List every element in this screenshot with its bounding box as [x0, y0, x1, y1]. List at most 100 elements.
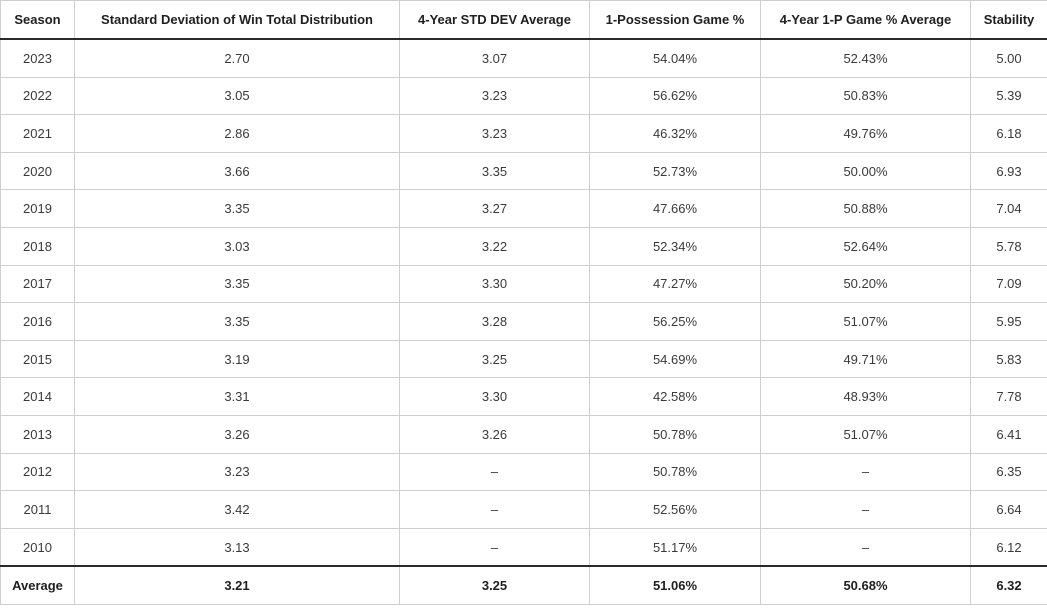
cell-4yr-1p-pct-avg: 52.43%: [760, 38, 971, 78]
cell-1-possession-pct: 52.73%: [589, 151, 761, 191]
average-1-possession-pct: 51.06%: [589, 565, 761, 606]
cell-4yr-std-dev-avg: 3.28: [399, 302, 590, 341]
cell-std-dev: 3.35: [74, 189, 400, 228]
cell-season: 2023: [0, 38, 75, 78]
table-footer: Average 3.21 3.25 51.06% 50.68% 6.32: [0, 565, 1047, 606]
cell-1-possession-pct: 54.04%: [589, 38, 761, 78]
cell-std-dev: 2.86: [74, 114, 400, 153]
header-1-possession-pct[interactable]: 1-Possession Game %: [589, 0, 761, 40]
cell-season: 2012: [0, 452, 75, 492]
average-4yr-1p-pct: 50.68%: [760, 565, 971, 606]
cell-4yr-std-dev-avg: –: [399, 452, 590, 492]
cell-4yr-1p-pct-avg: 52.64%: [760, 226, 971, 266]
cell-4yr-std-dev-avg: 3.07: [399, 38, 590, 78]
cell-std-dev: 3.19: [74, 339, 400, 379]
cell-1-possession-pct: 47.27%: [589, 264, 761, 304]
cell-season: 2010: [0, 527, 75, 567]
table-row: 2016 3.35 3.28 56.25% 51.07% 5.95: [0, 302, 1047, 341]
cell-std-dev: 3.23: [74, 452, 400, 492]
table-row: 2015 3.19 3.25 54.69% 49.71% 5.83: [0, 339, 1047, 379]
average-stability: 6.32: [970, 565, 1047, 606]
cell-std-dev: 3.66: [74, 151, 400, 191]
cell-4yr-1p-pct-avg: 50.88%: [760, 189, 971, 228]
cell-std-dev: 3.13: [74, 527, 400, 567]
cell-season: 2016: [0, 302, 75, 341]
cell-4yr-std-dev-avg: 3.35: [399, 151, 590, 191]
cell-stability: 6.41: [970, 414, 1047, 454]
cell-season: 2011: [0, 490, 75, 529]
table-row: 2013 3.26 3.26 50.78% 51.07% 6.41: [0, 414, 1047, 454]
cell-4yr-std-dev-avg: 3.25: [399, 339, 590, 379]
cell-stability: 7.09: [970, 264, 1047, 304]
table-row: 2011 3.42–52.56% –6.64: [0, 490, 1047, 529]
cell-1-possession-pct: 56.25%: [589, 302, 761, 341]
cell-1-possession-pct: 56.62%: [589, 76, 761, 116]
cell-1-possession-pct: 52.56%: [589, 490, 761, 529]
cell-stability: 6.35: [970, 452, 1047, 492]
cell-season: 2021: [0, 114, 75, 153]
cell-4yr-1p-pct-avg: –: [760, 452, 971, 492]
cell-4yr-1p-pct-avg: 50.83%: [760, 76, 971, 116]
cell-4yr-std-dev-avg: 3.27: [399, 189, 590, 228]
cell-1-possession-pct: 50.78%: [589, 414, 761, 454]
cell-stability: 5.00: [970, 38, 1047, 78]
header-4yr-std-dev-avg[interactable]: 4-Year STD DEV Average: [399, 0, 590, 40]
cell-4yr-1p-pct-avg: –: [760, 490, 971, 529]
table-row: 2014 3.31 3.30 42.58% 48.93% 7.78: [0, 377, 1047, 416]
cell-4yr-1p-pct-avg: –: [760, 527, 971, 567]
table-row: 2018 3.03 3.22 52.34% 52.64% 5.78: [0, 226, 1047, 266]
cell-season: 2015: [0, 339, 75, 379]
table-row: 2020 3.66 3.35 52.73% 50.00% 6.93: [0, 151, 1047, 191]
cell-std-dev: 2.70: [74, 38, 400, 78]
cell-4yr-std-dev-avg: –: [399, 490, 590, 529]
header-4yr-1p-pct-avg[interactable]: 4-Year 1-P Game % Average: [760, 0, 971, 40]
cell-season: 2022: [0, 76, 75, 116]
cell-stability: 5.95: [970, 302, 1047, 341]
cell-std-dev: 3.03: [74, 226, 400, 266]
cell-4yr-std-dev-avg: 3.30: [399, 377, 590, 416]
table-row: 2012 3.23–50.78% –6.35: [0, 452, 1047, 492]
cell-4yr-1p-pct-avg: 51.07%: [760, 302, 971, 341]
average-row: Average 3.21 3.25 51.06% 50.68% 6.32: [0, 565, 1047, 606]
cell-std-dev: 3.42: [74, 490, 400, 529]
cell-stability: 7.04: [970, 189, 1047, 228]
cell-4yr-std-dev-avg: 3.23: [399, 114, 590, 153]
header-season[interactable]: Season: [0, 0, 75, 40]
table-row: 2010 3.13–51.17% –6.12: [0, 527, 1047, 567]
cell-1-possession-pct: 50.78%: [589, 452, 761, 492]
table-row: 2017 3.35 3.30 47.27% 50.20% 7.09: [0, 264, 1047, 304]
cell-stability: 6.93: [970, 151, 1047, 191]
cell-4yr-1p-pct-avg: 49.71%: [760, 339, 971, 379]
table-body: 2023 2.70 3.07 54.04% 52.43% 5.00 2022 3.05 3.23…: [0, 38, 1047, 567]
cell-4yr-std-dev-avg: –: [399, 527, 590, 567]
cell-stability: 6.12: [970, 527, 1047, 567]
cell-1-possession-pct: 52.34%: [589, 226, 761, 266]
header-stability[interactable]: Stability: [970, 0, 1047, 40]
cell-1-possession-pct: 46.32%: [589, 114, 761, 153]
average-label: Average: [0, 565, 75, 606]
cell-std-dev: 3.35: [74, 302, 400, 341]
cell-season: 2019: [0, 189, 75, 228]
cell-4yr-1p-pct-avg: 50.00%: [760, 151, 971, 191]
cell-std-dev: 3.31: [74, 377, 400, 416]
cell-4yr-1p-pct-avg: 48.93%: [760, 377, 971, 416]
cell-1-possession-pct: 47.66%: [589, 189, 761, 228]
header-std-dev[interactable]: Standard Deviation of Win Total Distribu…: [74, 0, 400, 40]
cell-stability: 6.64: [970, 490, 1047, 529]
cell-stability: 7.78: [970, 377, 1047, 416]
table-row: 2019 3.35 3.27 47.66% 50.88% 7.04: [0, 189, 1047, 228]
cell-4yr-std-dev-avg: 3.22: [399, 226, 590, 266]
cell-4yr-std-dev-avg: 3.26: [399, 414, 590, 454]
cell-stability: 5.78: [970, 226, 1047, 266]
table-header: Season Standard Deviation of Win Total D…: [0, 0, 1047, 40]
cell-stability: 5.39: [970, 76, 1047, 116]
cell-1-possession-pct: 42.58%: [589, 377, 761, 416]
header-row: Season Standard Deviation of Win Total D…: [0, 0, 1047, 40]
cell-4yr-std-dev-avg: 3.30: [399, 264, 590, 304]
cell-std-dev: 3.35: [74, 264, 400, 304]
cell-season: 2020: [0, 151, 75, 191]
cell-4yr-1p-pct-avg: 49.76%: [760, 114, 971, 153]
cell-std-dev: 3.05: [74, 76, 400, 116]
table-row: 2022 3.05 3.23 56.62% 50.83% 5.39: [0, 76, 1047, 116]
